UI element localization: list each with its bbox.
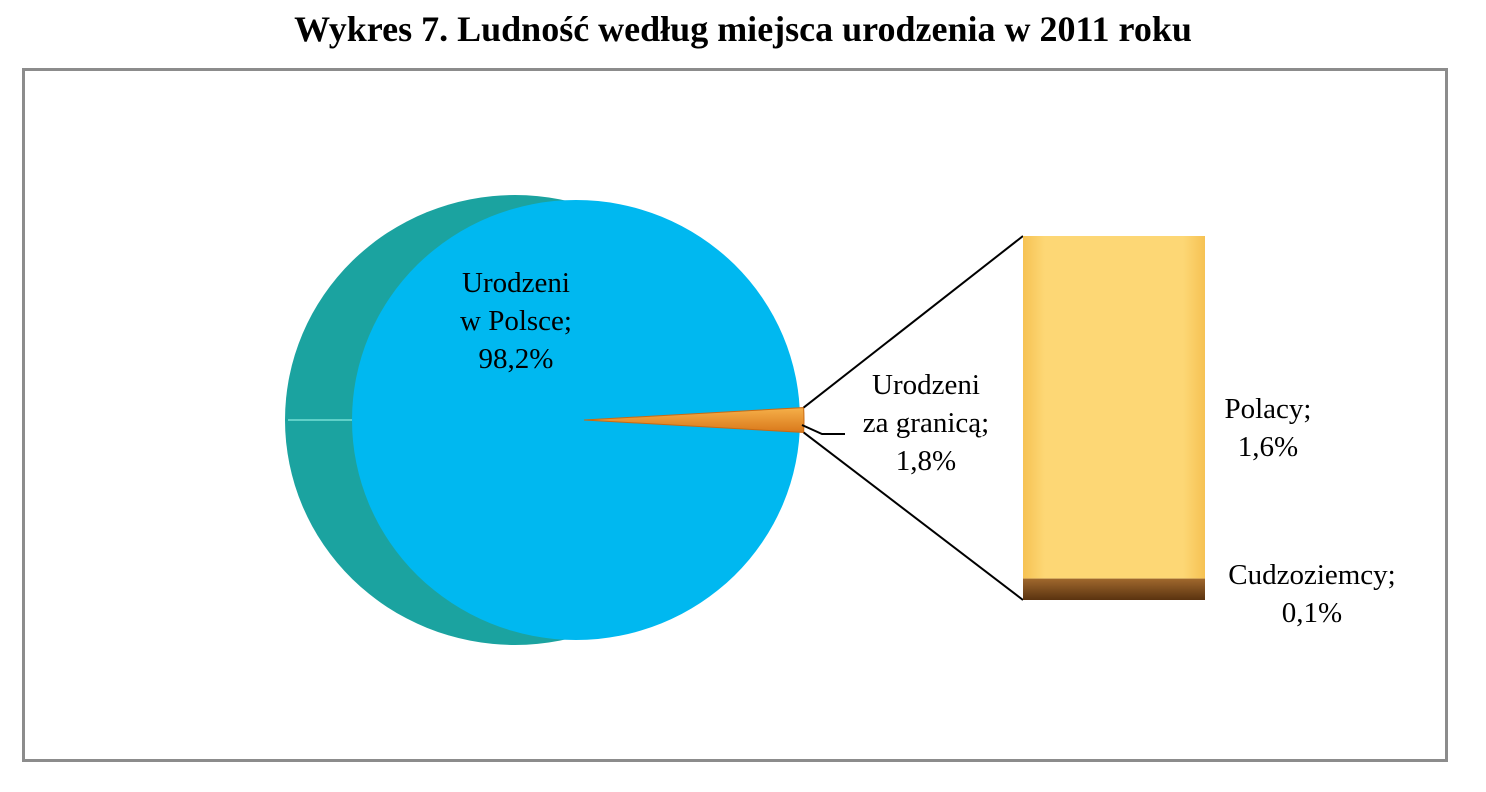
label-bar-1-line-0: Cudzoziemcy; (1228, 559, 1396, 591)
pie-slice-urodzeni-za-granica (583, 407, 805, 433)
pie-slice-urodzeni-w-polsce (352, 200, 800, 640)
connector-line-bottom (803, 431, 1024, 601)
label-bar-1-line-1: 0,1% (1282, 597, 1342, 629)
bar-label-polacy: Polacy; 1,6% (1225, 393, 1312, 463)
label-pie-0-line-0: Urodzeni (462, 267, 570, 299)
pie-label-urodzeni-w-polsce: Urodzeni w Polsce; 98,2% (460, 267, 572, 375)
label-pie-0-line-1: w Polsce; (460, 305, 572, 337)
label-pie-1-line-0: Urodzeni (872, 369, 980, 401)
bar-segment-cudzoziemcy (1023, 578, 1205, 600)
connector-line-top (803, 235, 1024, 409)
chart-title: Wykres 7. Ludność według miejsca urodzen… (294, 9, 1192, 49)
label-bar-0-line-0: Polacy; (1225, 393, 1312, 425)
bar-label-cudzoziemcy: Cudzoziemcy; 0,1% (1228, 559, 1396, 629)
label-pie-1-line-1: za granicą; (863, 407, 989, 439)
label-pie-1-line-2: 1,8% (896, 445, 956, 477)
label-pie-0-line-2: 98,2% (479, 343, 554, 375)
label-bar-0-line-1: 1,6% (1238, 431, 1298, 463)
leader-line (801, 424, 845, 435)
pie-label-urodzeni-za-granica: Urodzeni za granicą; 1,8% (863, 369, 989, 477)
bar-segment-polacy (1023, 236, 1205, 579)
